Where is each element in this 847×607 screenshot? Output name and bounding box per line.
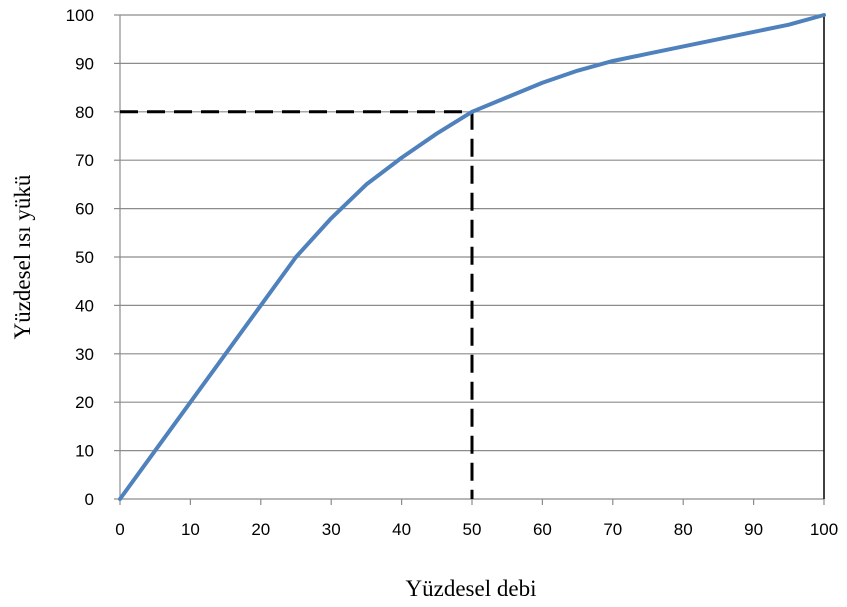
y-tick-label-90: 90 xyxy=(75,54,94,73)
y-tick-label-50: 50 xyxy=(75,248,94,267)
x-tick-label-40: 40 xyxy=(392,520,411,539)
y-tick-label-30: 30 xyxy=(75,345,94,364)
x-tick-label-30: 30 xyxy=(322,520,341,539)
y-tick-label-70: 70 xyxy=(75,151,94,170)
y-tick-label-80: 80 xyxy=(75,103,94,122)
y-tick-label-0: 0 xyxy=(85,490,94,509)
x-tick-label-90: 90 xyxy=(744,520,763,539)
tick-labels: 0 10 20 30 40 50 60 70 80 90 100 0 10 20 30 40 50 60 70 80 9… xyxy=(66,6,839,539)
y-tick-label-40: 40 xyxy=(75,296,94,315)
x-tick-label-60: 60 xyxy=(533,520,552,539)
x-tick-label-0: 0 xyxy=(115,520,124,539)
series-layer xyxy=(118,13,826,501)
y-tick-label-60: 60 xyxy=(75,200,94,219)
x-tick-label-20: 20 xyxy=(251,520,270,539)
y-axis-title: Yüzdesel ısı yükü xyxy=(10,174,35,339)
series-line-1 xyxy=(118,13,826,501)
x-tick-label-100: 100 xyxy=(810,520,838,539)
axes xyxy=(114,14,825,505)
x-tick-label-80: 80 xyxy=(674,520,693,539)
y-tick-label-20: 20 xyxy=(75,393,94,412)
x-axis-title: Yüzdesel debi xyxy=(406,576,537,601)
y-tick-label-10: 10 xyxy=(75,442,94,461)
x-tick-label-10: 10 xyxy=(181,520,200,539)
y-tick-label-100: 100 xyxy=(66,6,94,25)
x-tick-label-70: 70 xyxy=(603,520,622,539)
x-tick-label-50: 50 xyxy=(463,520,482,539)
reference-lines xyxy=(120,15,825,499)
